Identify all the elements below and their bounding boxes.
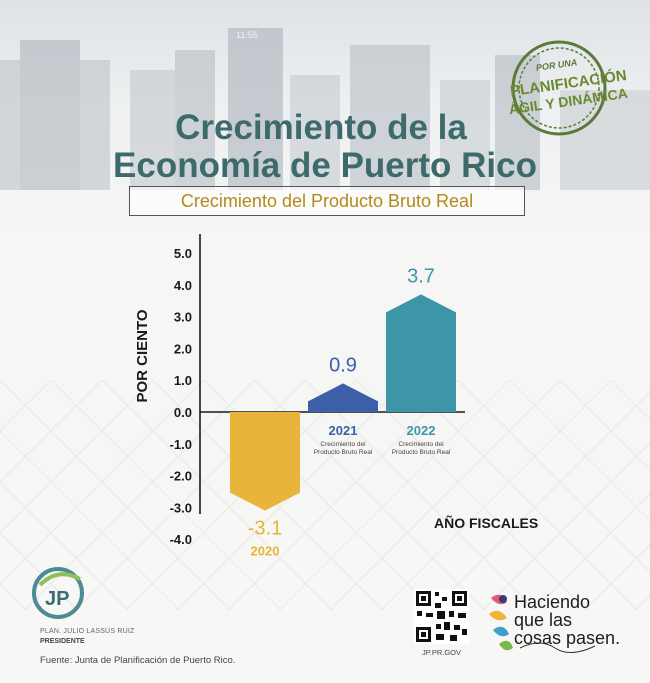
jp-logo: JP [32, 567, 84, 619]
y-tick-label: 3.0 [174, 310, 192, 325]
diamond-pattern [0, 380, 650, 610]
value-label-2022: 3.7 [407, 265, 435, 287]
chart-subtitle: Crecimiento del Producto Bruto Real [129, 186, 525, 216]
president-title: PRESIDENTE [40, 638, 85, 645]
value-label-2020: -3.1 [248, 518, 282, 540]
y-tick-label: -3.0 [170, 500, 192, 515]
y-tick-label: 4.0 [174, 278, 192, 293]
city-skyline-image: 11:55 [0, 28, 650, 190]
category-label-2022: 2022 [407, 423, 436, 438]
page-title-line1: Crecimiento de la [175, 108, 467, 147]
page-title-line2: Economía de Puerto Rico [113, 146, 537, 185]
slogan-logo [489, 594, 596, 653]
y-tick-label: -1.0 [170, 437, 192, 452]
bar-2020 [230, 412, 300, 511]
y-tick-label: 5.0 [174, 246, 192, 261]
slogan-line-1: Haciendo [514, 592, 591, 612]
website-url[interactable]: JP.PR.GOV [421, 648, 462, 657]
svg-text:11:55: 11:55 [236, 30, 258, 40]
slogan-line-2: que las [514, 610, 573, 630]
category-label-2021: 2021 [329, 423, 358, 438]
y-tick-label: 2.0 [174, 341, 192, 356]
bar-2021 [308, 383, 378, 412]
svg-text:POR UNA: POR UNA [535, 57, 578, 73]
x-axis-label: AÑO FISCALES [434, 514, 538, 531]
bar-2022 [386, 294, 456, 412]
y-tick-label: -2.0 [170, 469, 192, 484]
category-sublabel: Crecimiento del [398, 441, 444, 448]
category-sublabel: Producto Bruto Real [392, 449, 451, 456]
planning-seal-badge: POR UNA PLANIFICACIÓN ÁGIL Y DINÁMICA [508, 40, 629, 136]
y-axis-label: POR CIENTO [134, 309, 151, 402]
y-tick-label: 0.0 [174, 405, 192, 420]
svg-text:JP: JP [45, 588, 69, 610]
president-name: PLAN. JULIO LASSÚS RUIZ [40, 628, 135, 635]
slogan-line-3: cosas pasen. [514, 628, 621, 648]
qr-code-icon[interactable] [414, 589, 469, 644]
category-sublabel: Producto Bruto Real [314, 449, 373, 456]
category-sublabel: Crecimiento del [320, 441, 366, 448]
category-label-2020: 2020 [251, 544, 280, 558]
y-tick-label: -4.0 [170, 532, 192, 547]
source-note: Fuente: Junta de Planificación de Puerto… [40, 655, 236, 666]
value-label-2021: 0.9 [329, 354, 357, 376]
gdp-growth-bar-chart: POR CIENTO AÑO FISCALES 5.0 4.0 3.0 2.0 1.0 0… [134, 234, 538, 558]
y-tick-label: 1.0 [174, 373, 192, 388]
